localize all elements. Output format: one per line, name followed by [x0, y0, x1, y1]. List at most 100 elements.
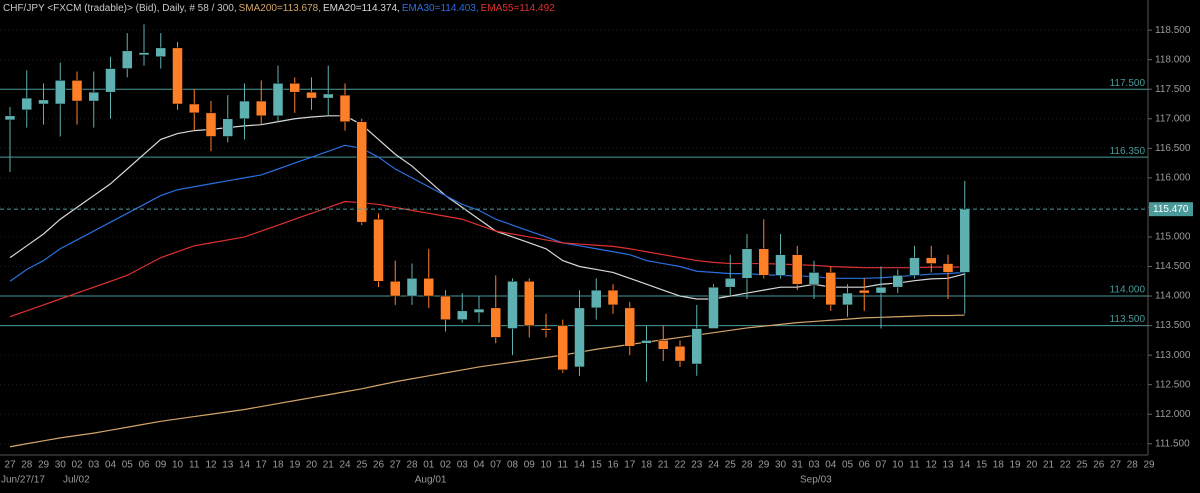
level-label-bg [1106, 77, 1146, 89]
level-label: 114.000 [1110, 285, 1146, 296]
indicator-line [9, 314, 965, 448]
candle-body [339, 94, 351, 122]
x-tick-label: 20 [1026, 460, 1038, 471]
level-label-bg [1106, 313, 1146, 325]
y-tick-label: 115.000 [1155, 232, 1191, 243]
x-tick-label: 29 [1143, 460, 1155, 471]
x-tick-label: 25 [725, 460, 737, 471]
x-tick-label: 10 [540, 460, 552, 471]
x-tick-label: 13 [942, 460, 954, 471]
candle-body [875, 286, 887, 294]
candle-body [859, 289, 870, 294]
x-tick-label: 10 [892, 460, 904, 471]
x-tick-label: 25 [356, 460, 368, 471]
candle-body [942, 263, 954, 273]
x-tick-label: 01 [423, 460, 435, 471]
x-tick-label: 08 [507, 460, 519, 471]
x-tick-label: 24 [339, 460, 351, 471]
y-tick-label: 117.500 [1155, 84, 1191, 95]
candle-body [356, 121, 367, 223]
x-tick-label: 03 [457, 460, 469, 471]
period-label: Jul/02 [63, 475, 90, 486]
x-tick-label: 05 [122, 460, 134, 471]
x-tick-label: 28 [406, 460, 418, 471]
x-tick-label: 30 [775, 460, 787, 471]
y-tick-label: 114.000 [1155, 291, 1191, 302]
candle-body [607, 289, 619, 306]
candle-body [205, 112, 217, 137]
candle-body [323, 93, 334, 99]
x-tick-label: 07 [490, 460, 502, 471]
candle-body [591, 289, 602, 309]
level-label-bg [1106, 284, 1146, 296]
candle-body [306, 91, 317, 99]
x-tick-label: 07 [875, 460, 887, 471]
candle-body [691, 328, 702, 365]
period-label: Jun/27/17 [1, 475, 45, 486]
x-tick-label: 22 [674, 460, 686, 471]
indicator-label: EMA55=114.492 [481, 3, 555, 14]
candle-body [540, 328, 552, 331]
candle-body [457, 310, 468, 320]
y-tick-label: 118.000 [1155, 54, 1191, 65]
x-tick-label: 02 [71, 460, 83, 471]
candle-body [892, 275, 903, 288]
x-tick-label: 26 [1093, 460, 1105, 471]
x-tick-label: 21 [1043, 460, 1055, 471]
candle-body [423, 278, 434, 297]
x-tick-label: 11 [909, 460, 920, 471]
x-tick-label: 28 [1127, 460, 1139, 471]
last-price-label: 115.470 [1153, 204, 1189, 215]
x-tick-label: 27 [4, 460, 16, 471]
x-tick-label: 29 [38, 460, 50, 471]
candle-body [959, 208, 970, 273]
level-label: 116.350 [1110, 146, 1146, 157]
x-tick-label: 04 [825, 460, 837, 471]
candle-body [21, 97, 32, 111]
candle-body [708, 286, 719, 329]
x-tick-label: 17 [256, 460, 268, 471]
indicator-label: SMA200=113.678, [239, 3, 321, 14]
y-tick-label: 114.500 [1155, 261, 1191, 272]
x-tick-label: 09 [155, 460, 167, 471]
x-tick-label: 22 [1060, 460, 1072, 471]
candle-body [792, 254, 803, 285]
candle-body [641, 340, 652, 344]
y-tick-label: 116.500 [1155, 143, 1191, 154]
x-tick-label: 02 [440, 460, 452, 471]
x-tick-label: 12 [205, 460, 217, 471]
x-tick-label: 15 [591, 460, 603, 471]
x-tick-label: 29 [758, 460, 770, 471]
x-tick-label: 25 [1076, 460, 1088, 471]
title-text: CHF/JPY <FXCM (tradable)> (Bid), Daily, … [3, 3, 237, 14]
x-tick-label: 03 [88, 460, 100, 471]
y-tick-label: 116.000 [1155, 173, 1191, 184]
candle-body [507, 281, 518, 329]
y-tick-label: 112.500 [1155, 379, 1191, 390]
x-tick-label: 19 [289, 460, 301, 471]
level-label: 117.500 [1110, 78, 1146, 89]
candle-body [440, 295, 451, 320]
x-tick-label: 24 [708, 460, 720, 471]
candle-body [105, 68, 116, 93]
candle-body [725, 278, 736, 288]
x-tick-label: 27 [1110, 460, 1122, 471]
candle-body [842, 292, 853, 306]
y-tick-label: 113.000 [1155, 350, 1191, 361]
candle-body [55, 80, 66, 105]
indicator-label: EMA20=114.374, [323, 3, 400, 14]
candle-body [490, 307, 501, 338]
candle-body [71, 80, 83, 102]
candle-body [189, 103, 200, 114]
candle-body [658, 340, 669, 350]
x-tick-label: 14 [574, 460, 586, 471]
x-tick-label: 14 [959, 460, 971, 471]
x-tick-label: 18 [993, 460, 1005, 471]
x-tick-label: 21 [323, 460, 335, 471]
indicator-line [9, 200, 965, 318]
x-tick-label: 04 [473, 460, 485, 471]
candle-body [557, 325, 568, 371]
candle-body [406, 278, 418, 297]
